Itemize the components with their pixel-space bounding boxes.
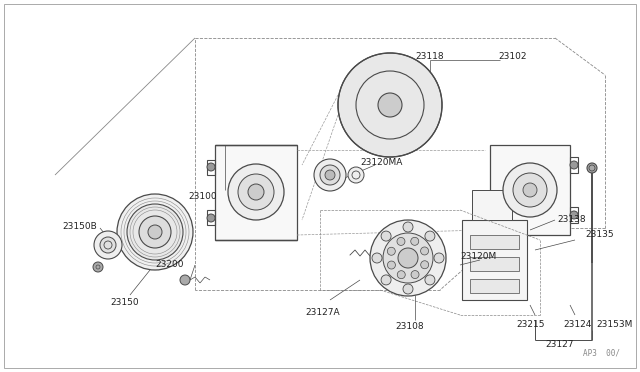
Circle shape <box>139 216 171 248</box>
Circle shape <box>425 275 435 285</box>
Circle shape <box>348 167 364 183</box>
Circle shape <box>570 161 578 169</box>
Circle shape <box>372 253 382 263</box>
Circle shape <box>180 275 190 285</box>
Circle shape <box>127 204 183 260</box>
Circle shape <box>248 184 264 200</box>
Polygon shape <box>470 235 519 249</box>
Circle shape <box>387 247 396 255</box>
Text: 23108: 23108 <box>395 322 424 331</box>
Circle shape <box>420 261 429 269</box>
Text: 23150: 23150 <box>110 298 139 307</box>
Circle shape <box>411 237 419 245</box>
Circle shape <box>398 248 418 268</box>
Circle shape <box>523 183 537 197</box>
Circle shape <box>397 271 405 279</box>
Polygon shape <box>215 145 297 240</box>
Circle shape <box>403 284 413 294</box>
Circle shape <box>420 247 429 255</box>
Text: 23127A: 23127A <box>305 308 340 317</box>
Circle shape <box>148 225 162 239</box>
Circle shape <box>207 214 215 222</box>
Circle shape <box>403 222 413 232</box>
Circle shape <box>338 53 442 157</box>
Circle shape <box>100 237 116 253</box>
Circle shape <box>397 237 405 246</box>
Text: 23215: 23215 <box>516 320 545 329</box>
Circle shape <box>383 233 433 283</box>
Circle shape <box>587 163 597 173</box>
Circle shape <box>94 231 122 259</box>
Circle shape <box>570 211 578 219</box>
Circle shape <box>381 275 391 285</box>
Circle shape <box>238 174 274 210</box>
Text: 23153M: 23153M <box>596 320 632 329</box>
Circle shape <box>207 163 215 171</box>
Text: AP3  00/: AP3 00/ <box>583 349 620 358</box>
Text: 23127: 23127 <box>545 340 573 349</box>
Circle shape <box>381 231 391 241</box>
Text: 23124: 23124 <box>563 320 591 329</box>
Circle shape <box>513 173 547 207</box>
Circle shape <box>387 261 396 269</box>
Text: 23150B: 23150B <box>62 222 97 231</box>
Text: 23120M: 23120M <box>460 252 496 261</box>
Circle shape <box>228 164 284 220</box>
Circle shape <box>434 253 444 263</box>
Text: 23118: 23118 <box>415 52 444 61</box>
Text: 23138: 23138 <box>557 215 586 224</box>
Circle shape <box>325 170 335 180</box>
Circle shape <box>425 231 435 241</box>
Circle shape <box>314 159 346 191</box>
Circle shape <box>370 220 446 296</box>
Polygon shape <box>490 145 570 235</box>
Text: 23135: 23135 <box>585 230 614 239</box>
Circle shape <box>378 93 402 117</box>
Text: 23120MA: 23120MA <box>360 158 403 167</box>
Polygon shape <box>470 257 519 271</box>
Text: 23102: 23102 <box>498 52 527 61</box>
Polygon shape <box>470 279 519 293</box>
Circle shape <box>117 194 193 270</box>
Polygon shape <box>472 190 512 220</box>
Circle shape <box>503 163 557 217</box>
Circle shape <box>411 270 419 279</box>
Circle shape <box>93 262 103 272</box>
Text: 23200: 23200 <box>155 260 184 269</box>
Text: 23100: 23100 <box>188 192 216 201</box>
Circle shape <box>320 165 340 185</box>
Polygon shape <box>462 220 527 300</box>
